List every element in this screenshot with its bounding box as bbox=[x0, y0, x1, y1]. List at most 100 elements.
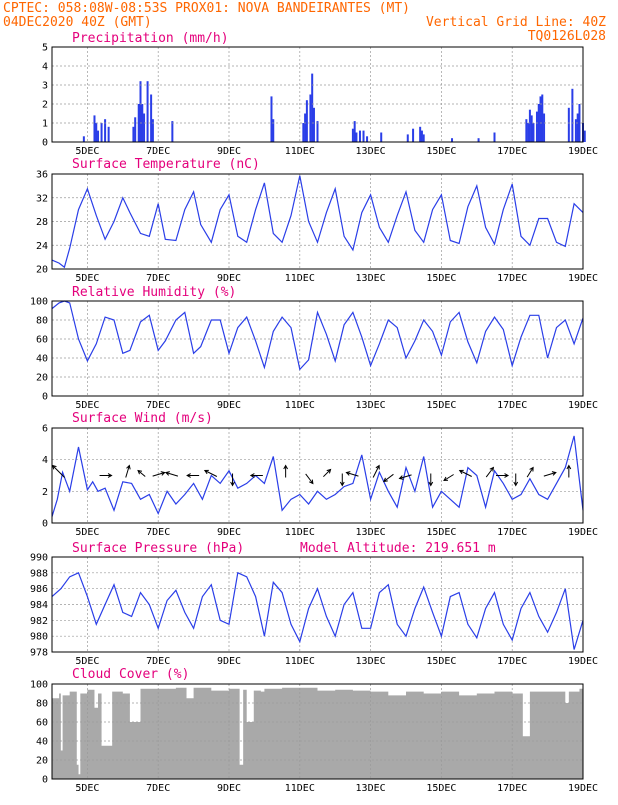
cloud-area bbox=[52, 687, 583, 779]
y-tick-label: 990 bbox=[30, 553, 48, 564]
wind-vector bbox=[485, 466, 495, 478]
x-tick-label: 15DEC bbox=[426, 783, 456, 794]
x-tick-label: 11DEC bbox=[285, 783, 315, 794]
precip-bar bbox=[583, 130, 586, 142]
wind-vector bbox=[51, 464, 65, 478]
wind-panel: 0 2 4 6 5DEC 7DEC 9DEC 11DEC 13DEC 15DEC 17DEC 19DE… bbox=[42, 424, 598, 539]
x-tick-label: 17DEC bbox=[497, 783, 527, 794]
precip-bar bbox=[366, 136, 369, 142]
wind-vector bbox=[339, 473, 345, 487]
rh-title: Relative Humidity (%) bbox=[72, 285, 236, 300]
x-tick-label: 7DEC bbox=[146, 273, 170, 284]
x-tick-label: 15DEC bbox=[426, 656, 456, 667]
precip-bar bbox=[539, 96, 542, 142]
precip-title: Precipitation (mm/h) bbox=[72, 31, 229, 46]
wind-vector bbox=[513, 473, 519, 487]
model-altitude: Model Altitude: 219.651 m bbox=[300, 541, 496, 556]
precip-bar bbox=[134, 117, 137, 142]
header-date: 04DEC2020 40Z (GMT) bbox=[3, 15, 152, 30]
wind-vector bbox=[526, 466, 534, 478]
x-tick-label: 15DEC bbox=[426, 273, 456, 284]
y-tick-label: 0 bbox=[42, 392, 48, 403]
precip-bar bbox=[530, 115, 533, 142]
pres-title: Surface Pressure (hPa) bbox=[72, 541, 244, 556]
precip-bar bbox=[82, 136, 85, 142]
precip-bar bbox=[139, 81, 142, 142]
precip-bar bbox=[272, 119, 275, 142]
wind-vector bbox=[443, 474, 454, 482]
precip-bar bbox=[541, 94, 544, 142]
precip-bar bbox=[351, 128, 354, 142]
precip-bar bbox=[100, 123, 103, 142]
x-tick-label: 11DEC bbox=[285, 527, 315, 538]
precip-bar bbox=[302, 123, 305, 142]
precip-bar bbox=[380, 132, 383, 142]
y-tick-label: 988 bbox=[30, 568, 48, 579]
x-tick-label: 5DEC bbox=[75, 656, 99, 667]
wind-frame bbox=[51, 427, 584, 524]
y-tick-label: 0 bbox=[42, 519, 48, 530]
precip-panel: 0 1 2 3 4 5 5DEC 7DEC 9DEC 11DEC 13DEC 15DEC 17DEC 19… bbox=[42, 43, 598, 158]
x-tick-label: 9DEC bbox=[217, 656, 241, 667]
precip-bar bbox=[578, 104, 581, 142]
wind-vector bbox=[458, 469, 472, 477]
y-tick-label: 80 bbox=[36, 699, 48, 710]
wind-vector bbox=[383, 473, 394, 483]
pres-panel: 978 980 982 984 986 988 990 5DEC 7DEC 9DEC 11DEC 13… bbox=[30, 553, 598, 668]
x-tick-label: 5DEC bbox=[75, 273, 99, 284]
rh-line bbox=[51, 300, 584, 371]
precip-bar bbox=[309, 94, 312, 142]
wind-vector bbox=[543, 471, 557, 477]
precip-bar bbox=[141, 104, 144, 142]
x-tick-label: 17DEC bbox=[497, 273, 527, 284]
wind-vector bbox=[496, 473, 510, 478]
cloud-title: Cloud Cover (%) bbox=[72, 667, 189, 682]
wind-vector bbox=[125, 464, 131, 478]
y-tick-label: 0 bbox=[42, 138, 48, 149]
wind-vector bbox=[230, 473, 235, 487]
cloud-panel: 0 20 40 60 80 100 5DEC 7DEC 9DEC 11DEC 13DEC 15DEC 1… bbox=[30, 680, 598, 795]
x-tick-label: 9DEC bbox=[217, 273, 241, 284]
precip-bar bbox=[355, 132, 358, 142]
precip-bar bbox=[574, 119, 577, 142]
y-tick-label: 1 bbox=[42, 119, 48, 130]
y-tick-label: 3 bbox=[42, 81, 48, 92]
x-tick-label: 17DEC bbox=[497, 656, 527, 667]
wind-vector bbox=[283, 464, 288, 478]
x-tick-label: 7DEC bbox=[146, 783, 170, 794]
y-tick-label: 20 bbox=[36, 265, 48, 276]
x-tick-label: 19DEC bbox=[568, 146, 598, 157]
precip-bar bbox=[137, 104, 140, 142]
rh-panel: 0 20 40 60 80 100 5DEC 7DEC 9DEC 11DEC 13DEC 15DEC 1… bbox=[30, 297, 598, 412]
wind-vector bbox=[398, 474, 412, 480]
x-tick-label: 13DEC bbox=[356, 527, 386, 538]
precip-bar bbox=[576, 113, 579, 142]
precip-bar bbox=[107, 126, 110, 142]
precip-bar bbox=[571, 88, 574, 142]
precip-bar bbox=[312, 107, 315, 142]
x-tick-label: 9DEC bbox=[217, 400, 241, 411]
x-tick-label: 19DEC bbox=[568, 400, 598, 411]
temp-panel: 20 24 28 32 36 5DEC 7DEC 9DEC 11DEC 13DEC 15DEC 17D… bbox=[36, 170, 598, 285]
precip-bar bbox=[146, 81, 149, 142]
precip-bar bbox=[525, 119, 528, 142]
precip-bar bbox=[97, 130, 100, 142]
x-tick-label: 11DEC bbox=[285, 400, 315, 411]
precip-bar bbox=[143, 113, 146, 142]
wind-vector bbox=[164, 471, 179, 477]
rh-frame bbox=[51, 300, 584, 397]
precip-bar bbox=[316, 121, 319, 142]
x-tick-label: 15DEC bbox=[426, 400, 456, 411]
precip-bar bbox=[537, 104, 540, 142]
y-tick-label: 28 bbox=[36, 217, 48, 228]
precip-bar bbox=[95, 123, 98, 142]
wind-vector bbox=[566, 464, 572, 478]
precip-bar bbox=[151, 119, 154, 142]
x-tick-label: 7DEC bbox=[146, 527, 170, 538]
precip-bar bbox=[451, 138, 454, 142]
y-tick-label: 32 bbox=[36, 193, 48, 204]
precip-bar bbox=[528, 109, 531, 142]
y-tick-label: 6 bbox=[42, 424, 48, 435]
header-grid-line: Vertical Grid Line: 40Z bbox=[426, 15, 606, 30]
x-tick-label: 13DEC bbox=[356, 656, 386, 667]
